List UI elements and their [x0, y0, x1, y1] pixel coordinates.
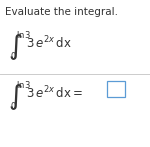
- Text: $\int$: $\int$: [8, 32, 23, 62]
- Text: Evaluate the integral.: Evaluate the integral.: [5, 7, 118, 17]
- Text: $0$: $0$: [10, 100, 17, 111]
- Text: $\ln 3$: $\ln 3$: [16, 29, 32, 40]
- Text: $0$: $0$: [10, 50, 17, 61]
- Text: $3\,e^{2x}\,\mathrm{dx}$: $3\,e^{2x}\,\mathrm{dx}$: [26, 35, 72, 52]
- Text: $3\,e^{2x}\,\mathrm{dx} =$: $3\,e^{2x}\,\mathrm{dx} =$: [26, 85, 83, 102]
- Text: $\ln 3$: $\ln 3$: [16, 79, 32, 90]
- FancyBboxPatch shape: [107, 81, 125, 97]
- Text: $\int$: $\int$: [8, 82, 23, 112]
